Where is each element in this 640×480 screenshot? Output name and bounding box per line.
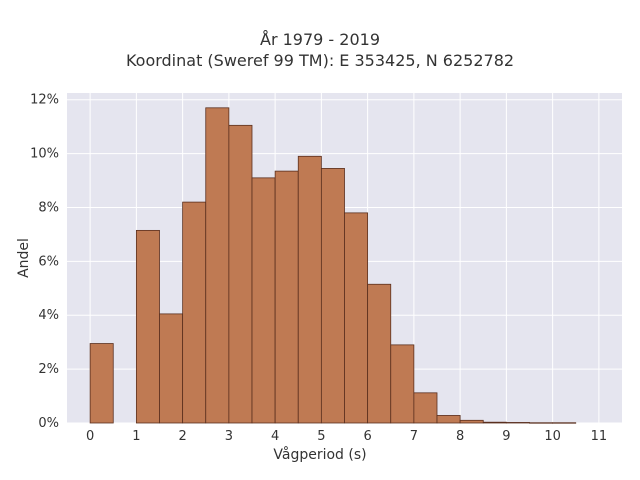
x-tick-label: 2 [178, 429, 186, 444]
y-tick-label: 8% [38, 200, 59, 215]
x-tick-label: 9 [502, 429, 510, 444]
chart-title-line-2: Koordinat (Sweref 99 TM): E 353425, N 62… [125, 51, 515, 70]
y-tick-label: 4% [38, 308, 59, 323]
histogram-bar [89, 343, 114, 424]
x-tick-label: 10 [544, 429, 561, 444]
histogram-bar [205, 107, 230, 424]
histogram-bar [529, 422, 554, 424]
y-tick-label: 2% [38, 362, 59, 377]
y-axis-label: Andel [16, 238, 32, 278]
y-tick-label: 6% [38, 254, 59, 269]
x-axis-label: Vågperiod (s) [273, 447, 367, 463]
y-tick-label: 0% [38, 416, 59, 431]
histogram-bar [436, 415, 461, 424]
x-tick-label: 8 [456, 429, 464, 444]
histogram-bar [482, 421, 507, 424]
x-tick-label: 3 [225, 429, 233, 444]
histogram-bar [344, 212, 369, 424]
histogram-bar [505, 422, 530, 424]
histogram-bar [297, 155, 322, 424]
x-tick-label: 6 [363, 429, 371, 444]
histogram-bar [274, 170, 299, 424]
x-tick-label: 0 [86, 429, 94, 444]
y-tick-label: 10% [30, 147, 59, 162]
histogram-bar [251, 177, 276, 424]
x-tick-label: 1 [132, 429, 140, 444]
histogram-bar [182, 201, 207, 424]
x-tick-label: 5 [317, 429, 325, 444]
chart-title-line-1: År 1979 - 2019 [260, 30, 380, 49]
histogram-bar [367, 283, 392, 424]
histogram-bar [320, 168, 345, 424]
x-tick-label: 4 [271, 429, 279, 444]
x-tick-label: 7 [410, 429, 418, 444]
histogram-bar [413, 392, 438, 424]
histogram-bar [552, 422, 577, 424]
histogram-bar [135, 229, 160, 424]
y-tick-label: 12% [30, 93, 59, 108]
histogram-bar [159, 313, 184, 424]
x-tick-label: 11 [591, 429, 608, 444]
histogram-bar [228, 124, 253, 424]
histogram-bar [390, 344, 415, 424]
histogram-bar [459, 419, 484, 424]
